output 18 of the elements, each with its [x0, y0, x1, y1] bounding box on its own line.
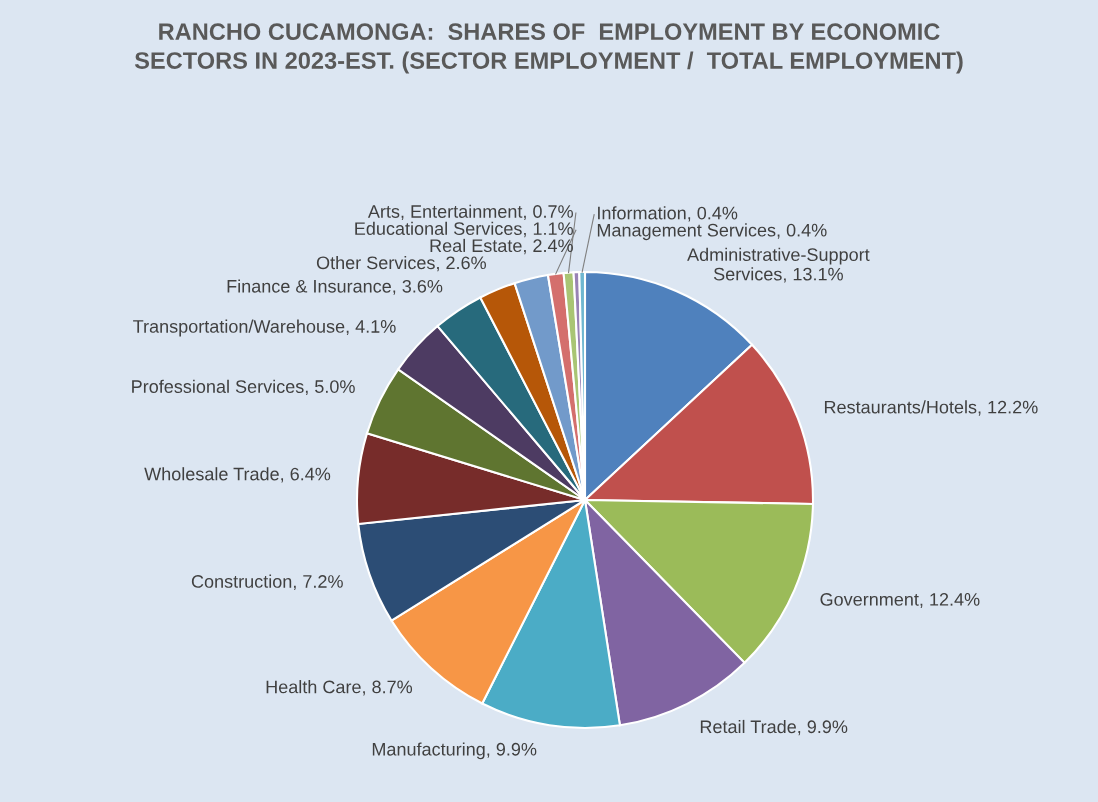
slice-label: Information, 0.4%	[598, 206, 738, 222]
slice-label: Manufacturing, 9.9%	[372, 742, 537, 760]
slice-label: Government, 12.4%	[820, 593, 980, 608]
slice-label: Educational Services, 1.1%	[355, 221, 573, 238]
slice-label: Administrative-Support Services, 13.1%	[687, 247, 870, 283]
slice-label: Restaurants/Hotels, 12.2%	[824, 400, 1038, 416]
slice-label: Retail Trade, 9.9%	[700, 719, 848, 736]
slice-label: Construction, 7.2%	[191, 574, 343, 590]
slice-label: Finance & Insurance, 3.6%	[227, 279, 443, 295]
slice-label: Other Services, 2.6%	[316, 255, 486, 272]
slice-label: Arts, Entertainment, 0.7%	[367, 204, 573, 221]
slice-label: Real Estate, 2.4%	[430, 238, 573, 255]
slice-label: Wholesale Trade, 6.4%	[144, 467, 331, 483]
slice-label: Health Care, 8.7%	[266, 680, 413, 696]
slice-label: Management Services, 0.4%	[597, 223, 827, 241]
slice-label: Transportation/Warehouse, 4.1%	[133, 319, 396, 337]
chart-title: RANCHO CUCAMONGA: SHARES OF EMPLOYMENT BY ECONOMIC SECTORS IN 2023-EST. (SECTOR EMPLOYMENT / TOTAL EMPLOYMENT)	[134, 23, 963, 74]
slice-label: Professional Services, 5.0%	[132, 379, 355, 396]
